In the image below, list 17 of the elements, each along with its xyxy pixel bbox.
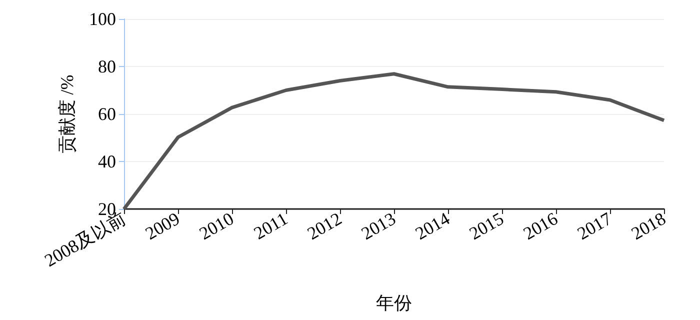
x-axis-title: 年份 (376, 293, 412, 313)
x-tick-label: 2011 (250, 208, 291, 244)
x-tick-label: 2013 (358, 208, 400, 244)
y-tick-label: 40 (98, 152, 116, 172)
y-tick-label: 60 (98, 104, 116, 124)
x-tick-label: 2016 (520, 208, 562, 244)
x-tick-label: 2009 (142, 208, 184, 244)
y-axis-title: 贡献度 /% (57, 74, 77, 154)
line-series (122, 72, 666, 211)
y-tick-label: 80 (98, 56, 116, 76)
x-tick-label: 2014 (412, 208, 454, 244)
x-tick-label: 2015 (466, 208, 508, 244)
x-tick-label: 2017 (574, 208, 616, 244)
x-tick-label: 2018 (628, 208, 670, 244)
x-tick-label: 2012 (304, 208, 345, 244)
x-tick-label: 2010 (196, 208, 238, 244)
y-tick-label: 100 (89, 9, 116, 29)
